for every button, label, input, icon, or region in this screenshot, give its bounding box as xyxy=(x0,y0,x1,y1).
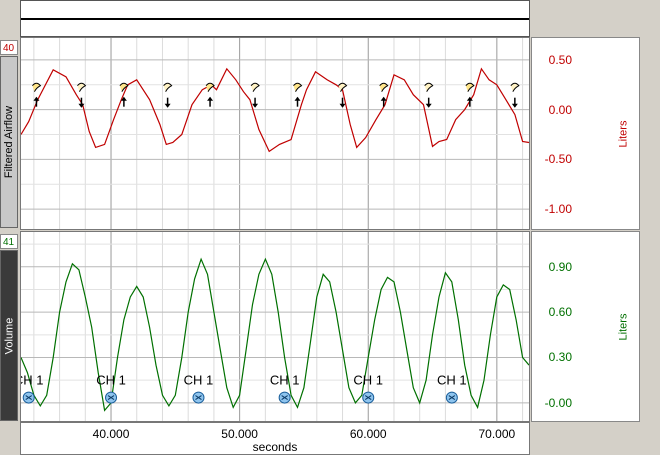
scale-tick-label: 0.90 xyxy=(548,259,572,274)
channel-name-tab-airflow[interactable]: Filtered Airflow xyxy=(0,56,18,228)
event-pin-icon xyxy=(192,391,205,404)
event-label: CH 1 xyxy=(353,373,383,388)
exhale-marker-icon xyxy=(163,82,173,108)
exhale-marker-icon xyxy=(338,82,348,108)
scale-tick-label: -0.50 xyxy=(544,152,572,167)
exhale-marker-icon xyxy=(77,82,87,108)
exhale-marker-icon xyxy=(250,82,260,108)
inhale-marker-icon xyxy=(379,82,389,107)
inhale-marker-icon xyxy=(32,82,42,107)
right-gutter xyxy=(640,37,660,455)
channel-number-41[interactable]: 41 xyxy=(0,234,18,249)
volume-unit-label: Liters xyxy=(617,313,630,340)
scale-tick-label: 0.60 xyxy=(548,305,572,320)
scale-tick-label: -1.00 xyxy=(544,202,572,217)
top-divider xyxy=(21,18,529,20)
scale-tick-label: 0.50 xyxy=(548,52,572,67)
x-tick-label: 60.000 xyxy=(349,427,387,441)
event-pin-icon xyxy=(445,391,458,404)
event-pin-icon xyxy=(22,391,35,404)
airflow-scale[interactable]: 0.50 0.00 -0.50 -1.00 Liters xyxy=(531,37,640,230)
event-label: CH 1 xyxy=(21,373,44,388)
airflow-chart xyxy=(21,38,529,229)
channel-name-volume: Volume xyxy=(3,317,16,354)
scale-tick-label: -0.00 xyxy=(544,395,572,410)
airflow-unit-label: Liters xyxy=(617,120,630,147)
exhale-marker-icon xyxy=(510,82,520,108)
event-label: CH 1 xyxy=(437,373,467,388)
event-label: CH 1 xyxy=(270,373,300,388)
volume-plot-panel[interactable]: CH 1 CH 1 CH 1 CH 1 CH 1 CH 1 xyxy=(20,231,530,422)
x-tick-label: 70.000 xyxy=(478,427,516,441)
volume-trace xyxy=(21,257,529,412)
exhale-marker-icon xyxy=(424,82,434,108)
time-axis[interactable]: 40.000 50.000 60.000 70.000 seconds xyxy=(20,422,530,455)
volume-scale[interactable]: 0.90 0.60 0.30 -0.00 Liters xyxy=(531,231,640,422)
x-tick-label: 40.000 xyxy=(92,427,130,441)
inhale-marker-icon xyxy=(465,82,475,107)
scale-tick-label: 0.00 xyxy=(548,102,572,117)
x-axis-label: seconds xyxy=(252,440,298,454)
inhale-marker-icon xyxy=(293,82,303,107)
event-label: CH 1 xyxy=(184,373,214,388)
airflow-plot-panel[interactable] xyxy=(20,37,530,230)
inhale-marker-icon xyxy=(205,82,215,107)
channel-number-40[interactable]: 40 xyxy=(0,40,18,55)
event-label: CH 1 xyxy=(96,373,126,388)
scale-tick-label: 0.30 xyxy=(548,350,572,365)
x-tick-label: 50.000 xyxy=(221,427,258,441)
event-pin-icon xyxy=(105,391,118,404)
event-pin-icon xyxy=(278,391,291,404)
channel-name-airflow: Filtered Airflow xyxy=(3,105,16,179)
airflow-trace xyxy=(21,67,529,153)
inhale-marker-icon xyxy=(119,82,129,107)
volume-chart: CH 1 CH 1 CH 1 CH 1 CH 1 CH 1 xyxy=(21,232,529,421)
channel-name-tab-volume[interactable]: Volume xyxy=(0,250,18,421)
event-pin-icon xyxy=(362,391,375,404)
